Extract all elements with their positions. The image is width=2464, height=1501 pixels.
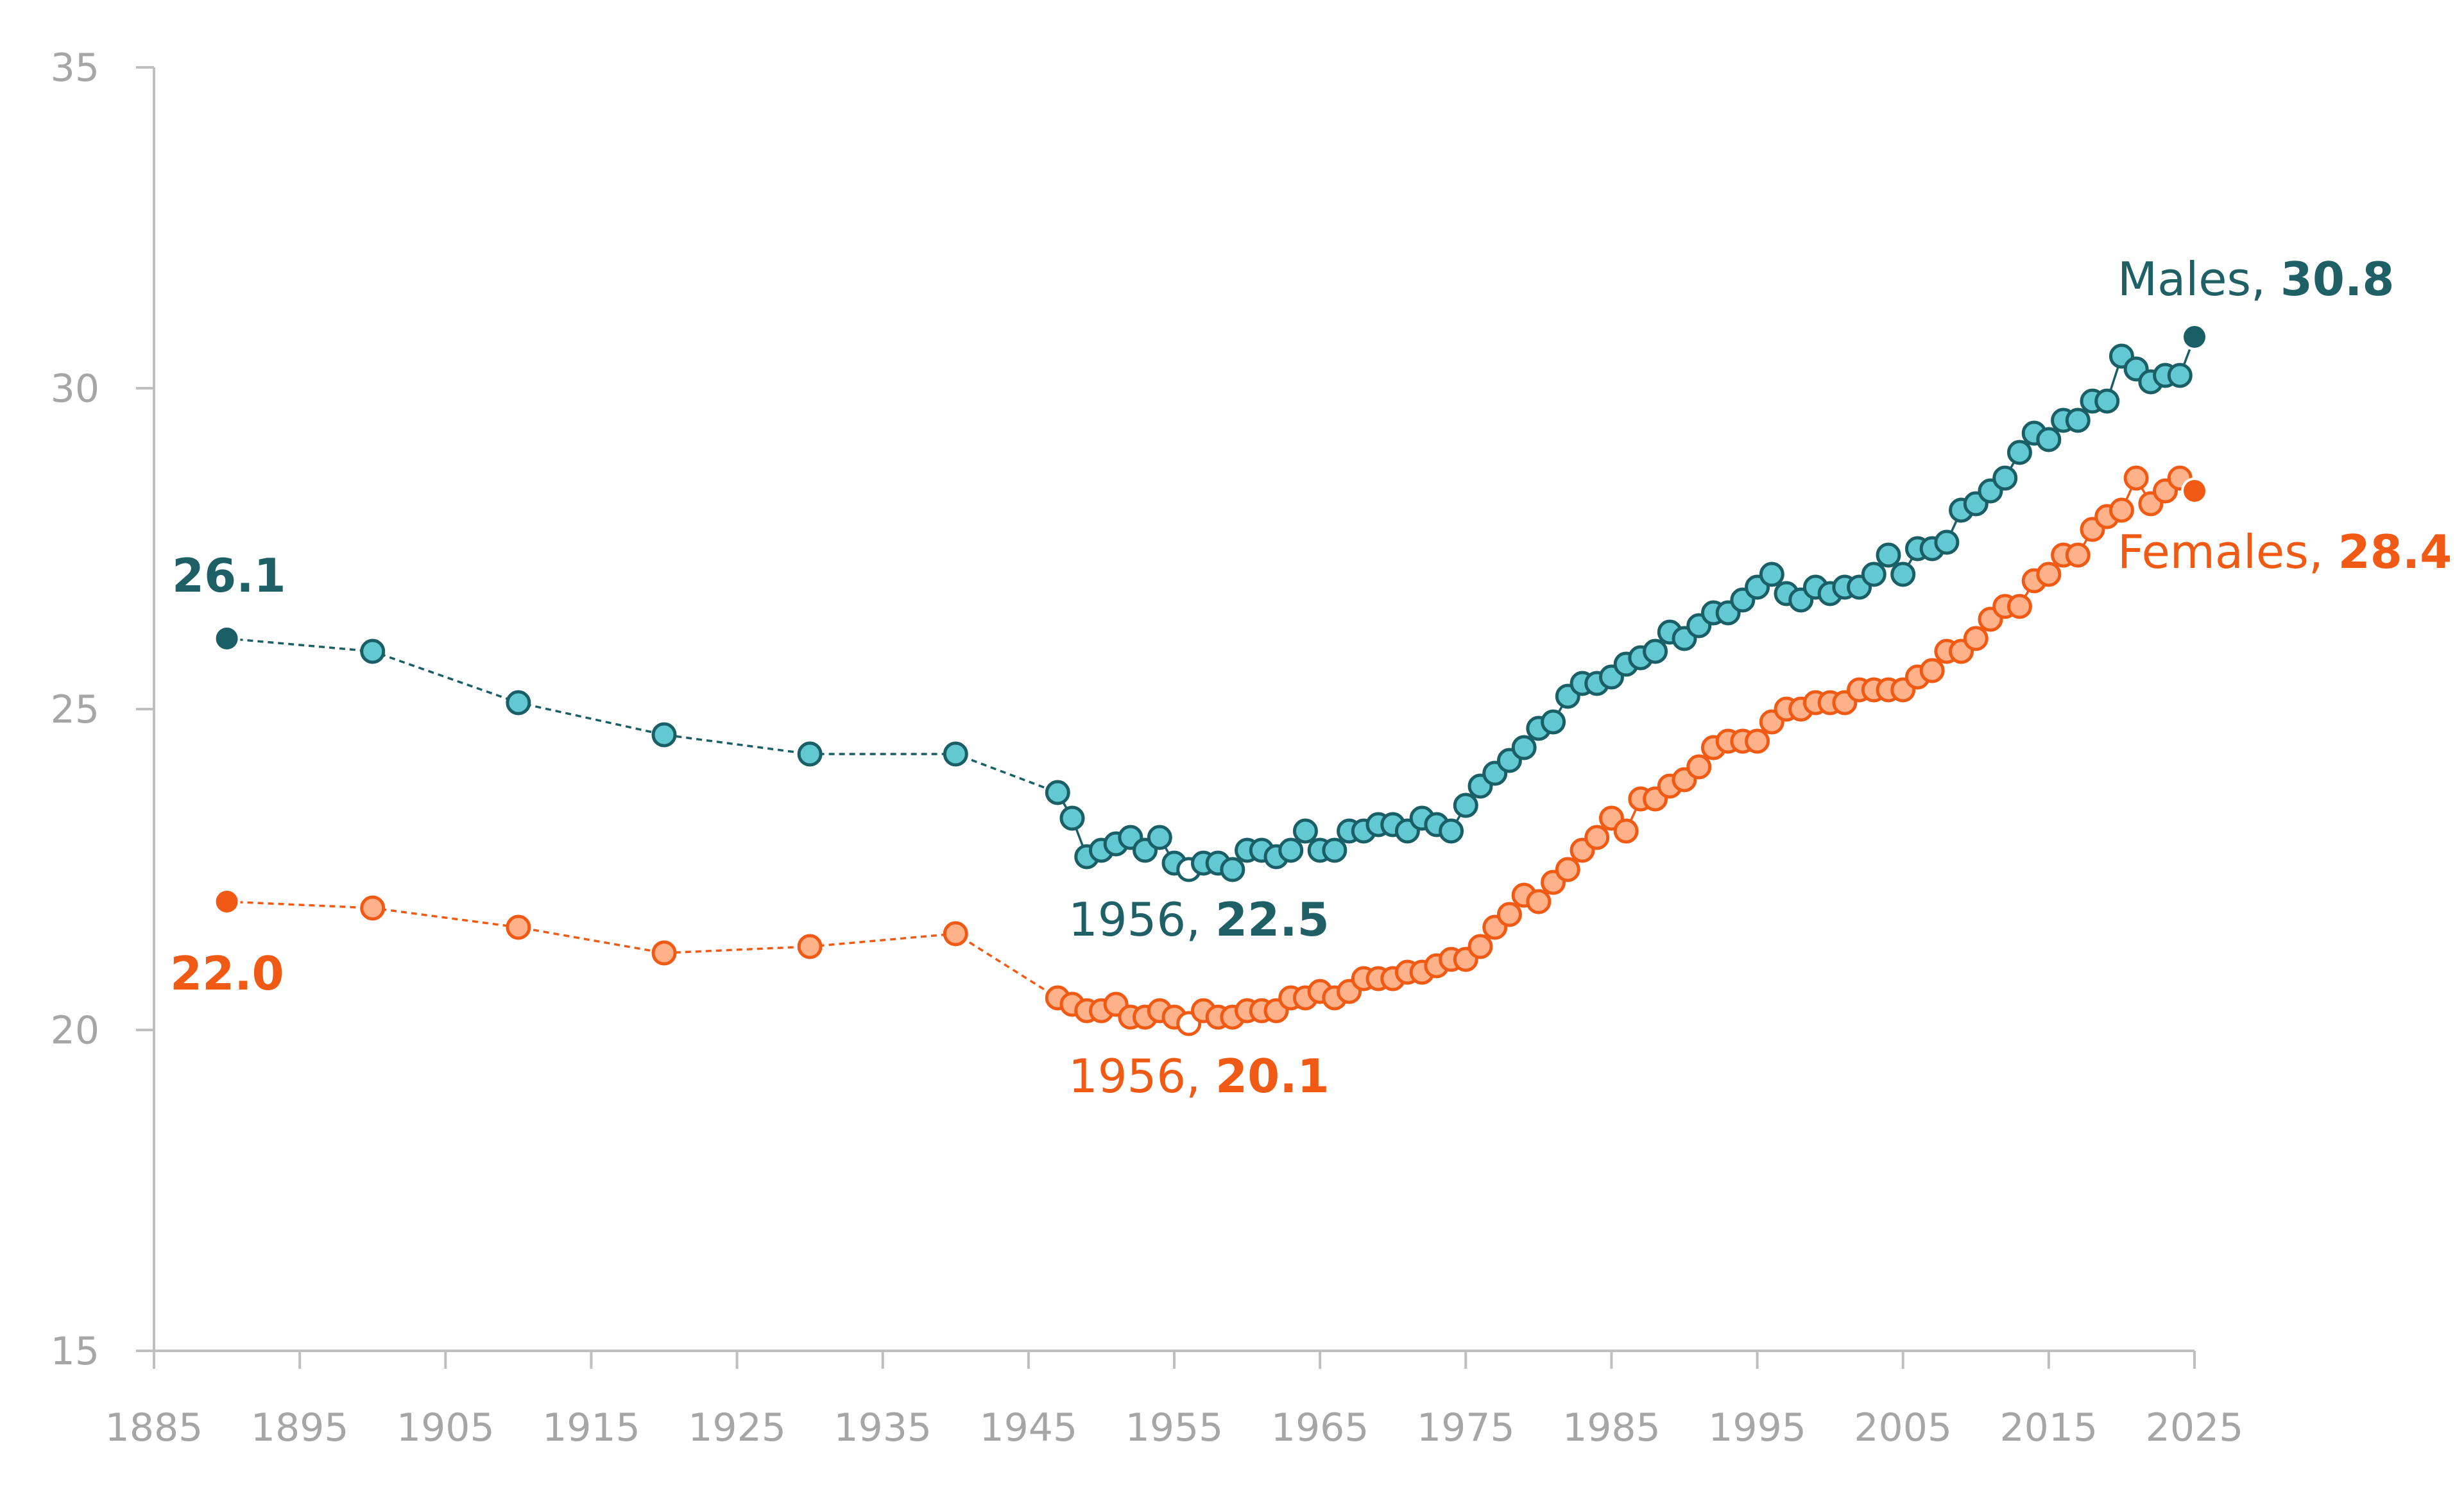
- data-point-males: [943, 741, 968, 767]
- data-point-females: [1686, 754, 1712, 780]
- data-point-males: [1861, 562, 1887, 587]
- data-point-females: [2006, 594, 2032, 619]
- data-point-females: [213, 888, 241, 915]
- series-females: [213, 465, 2208, 1036]
- x-tick-label: 2025: [2146, 1405, 2244, 1450]
- series-line-dashed-females: [227, 900, 1059, 999]
- data-point-males: [1992, 465, 2018, 491]
- data-point-males: [1147, 825, 1172, 850]
- data-point-females: [1584, 825, 1610, 850]
- data-point-males: [1643, 639, 1668, 664]
- annotation-females-last-name: Females,: [2118, 525, 2338, 579]
- data-point-males: [1511, 735, 1537, 760]
- x-tick-label: 1935: [834, 1405, 932, 1450]
- data-point-females: [2181, 477, 2208, 504]
- x-tick-label: 1965: [1271, 1405, 1369, 1450]
- data-point-males: [360, 639, 386, 664]
- data-point-males: [1890, 562, 1916, 587]
- data-point-females: [2065, 542, 2091, 568]
- x-tick-label: 2015: [2000, 1405, 2098, 1450]
- x-tick-label: 1895: [251, 1405, 349, 1450]
- annotation-males-first: 26.1: [172, 549, 286, 603]
- y-tick-label: 20: [51, 1008, 99, 1053]
- x-tick-label: 1995: [1708, 1405, 1806, 1450]
- data-point-females: [2036, 562, 2062, 587]
- data-point-males: [1876, 542, 1901, 568]
- data-point-females: [1555, 857, 1580, 882]
- data-point-females: [797, 934, 823, 959]
- data-point-males: [2036, 427, 2062, 452]
- data-point-males: [213, 625, 241, 652]
- annotations: 26.1 1956, 22.5 Males, 30.8 22.0 1956, 2…: [170, 252, 2452, 1103]
- data-point-males: [2167, 363, 2193, 388]
- x-tick-label: 1915: [542, 1405, 640, 1450]
- annotation-males-min-year: 1956,: [1068, 893, 1215, 947]
- data-point-females: [506, 914, 531, 940]
- data-point-females: [651, 940, 677, 966]
- annotation-males-last: Males, 30.8: [2118, 252, 2394, 306]
- data-point-males: [1934, 529, 1960, 555]
- x-tick-label: 1905: [397, 1405, 495, 1450]
- annotation-males-min: 1956, 22.5: [1068, 893, 1330, 947]
- x-tick-label: 1945: [980, 1405, 1078, 1450]
- data-point-males: [1759, 562, 1784, 587]
- x-tick-label: 1955: [1125, 1405, 1224, 1450]
- data-point-males: [1453, 793, 1478, 818]
- data-point-females: [943, 921, 968, 947]
- y-tick-label: 35: [51, 46, 99, 90]
- annotation-males-min-value: 22.5: [1215, 893, 1330, 947]
- data-point-males: [651, 722, 677, 748]
- data-point-males: [1045, 780, 1070, 805]
- data-point-males: [1292, 818, 1318, 844]
- annotation-males-last-name: Males,: [2118, 252, 2280, 306]
- data-point-males: [2181, 323, 2208, 350]
- annotation-females-min: 1956, 20.1: [1068, 1049, 1330, 1103]
- data-point-females: [1919, 658, 1945, 683]
- y-tick-label: 15: [51, 1329, 99, 1374]
- data-point-males: [1220, 857, 1245, 882]
- data-point-females: [1745, 728, 1770, 754]
- annotation-females-last-value: 28.4: [2338, 525, 2452, 579]
- data-point-males: [2094, 388, 2120, 414]
- data-point-males: [1322, 837, 1348, 863]
- annotation-females-min-year: 1956,: [1068, 1049, 1215, 1103]
- annotation-females-first: 22.0: [170, 947, 284, 1000]
- series-layer: [213, 323, 2208, 1036]
- x-tick-label: 1925: [688, 1405, 786, 1450]
- data-point-males: [1439, 818, 1464, 844]
- data-point-females: [1526, 889, 1552, 914]
- data-point-females: [1613, 818, 1639, 844]
- data-point-males: [1278, 837, 1304, 863]
- y-tick-label: 25: [51, 687, 99, 732]
- series-line-dashed-males: [227, 637, 1058, 794]
- x-tick-label: 1885: [105, 1405, 203, 1450]
- data-point-males: [506, 690, 531, 716]
- data-point-males: [2065, 407, 2091, 433]
- x-tick-label: 1975: [1417, 1405, 1515, 1450]
- data-point-males: [2006, 440, 2032, 465]
- x-tick-label: 2005: [1854, 1405, 1952, 1450]
- annotation-males-last-value: 30.8: [2280, 252, 2395, 306]
- data-point-females: [2123, 465, 2149, 491]
- data-point-females: [2109, 497, 2134, 523]
- data-point-males: [797, 741, 823, 767]
- data-point-males: [1541, 709, 1566, 735]
- y-tick-label: 30: [51, 366, 99, 411]
- annotation-females-last: Females, 28.4: [2118, 525, 2452, 579]
- series-males: [213, 323, 2208, 882]
- data-point-females: [1467, 934, 1493, 959]
- annotation-females-min-value: 20.1: [1215, 1049, 1330, 1103]
- data-point-females: [360, 895, 386, 921]
- x-tick-label: 1985: [1562, 1405, 1661, 1450]
- data-point-females: [1496, 902, 1522, 927]
- data-point-females: [1963, 626, 1989, 651]
- data-point-males: [1059, 805, 1085, 831]
